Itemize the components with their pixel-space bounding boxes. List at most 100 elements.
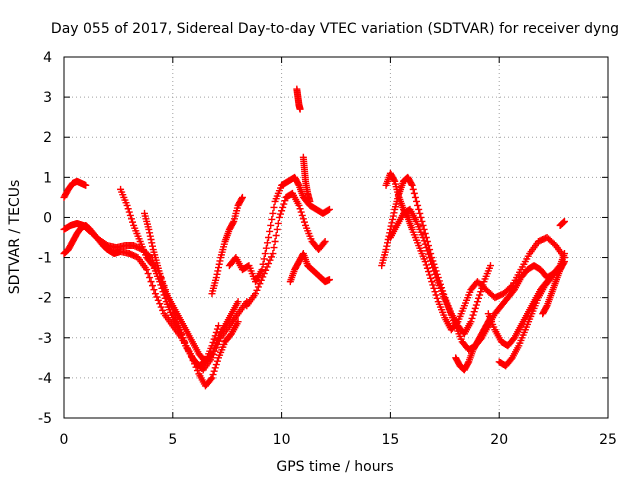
y-tick-label: -5 — [38, 411, 52, 427]
data-point-plus — [475, 294, 483, 302]
data-point-plus — [428, 278, 436, 286]
data-point-plus — [124, 205, 132, 213]
data-point-plus — [473, 298, 481, 306]
data-point-plus — [266, 256, 274, 264]
data-point-plus — [257, 276, 265, 284]
data-point-plus — [274, 219, 282, 227]
data-point-plus — [266, 227, 274, 235]
data-point-plus — [407, 180, 415, 188]
data-point-plus — [146, 274, 154, 282]
data-point-plus — [477, 288, 485, 296]
data-points — [60, 85, 568, 390]
y-tick-label: 1 — [43, 170, 52, 186]
data-point-plus — [325, 276, 333, 284]
data-point-plus — [408, 181, 416, 189]
data-point-plus — [256, 280, 264, 288]
data-point-plus — [148, 282, 156, 290]
x-tick-label: 15 — [381, 432, 399, 448]
data-point-plus — [390, 209, 398, 217]
data-point-plus — [253, 286, 261, 294]
data-point-plus — [486, 262, 494, 270]
data-point-plus — [278, 207, 286, 215]
data-point-plus — [428, 260, 436, 268]
data-point-plus — [271, 238, 279, 246]
data-point-plus — [270, 244, 278, 252]
data-point-plus — [213, 270, 221, 278]
data-point-plus — [207, 351, 215, 359]
data-point-plus — [154, 296, 162, 304]
data-point-plus — [423, 247, 431, 255]
data-point-plus — [126, 211, 134, 219]
x-axis-label: GPS time / hours — [276, 459, 393, 475]
data-point-plus — [421, 240, 429, 248]
y-axis-label: SDTVAR / TECUs — [7, 180, 23, 295]
data-point-plus — [209, 371, 217, 379]
data-point-plus — [254, 283, 262, 291]
data-point-plus — [295, 201, 303, 209]
data-point-plus — [560, 258, 568, 266]
data-point-plus — [389, 212, 397, 220]
y-tick-label: -2 — [38, 291, 52, 307]
data-point-plus — [261, 250, 269, 258]
data-point-plus — [320, 239, 328, 247]
data-point-plus — [427, 257, 435, 265]
data-point-plus — [147, 278, 155, 286]
data-point-plus — [277, 210, 285, 218]
data-point-plus — [325, 205, 333, 213]
data-point-plus — [275, 213, 283, 221]
data-point-plus — [123, 201, 131, 209]
data-point-plus — [214, 322, 222, 330]
data-point-plus — [260, 270, 268, 278]
data-point-plus — [410, 189, 418, 197]
data-point-plus — [260, 255, 268, 263]
x-tick-label: 5 — [168, 432, 177, 448]
grid — [64, 57, 608, 418]
data-point-plus — [215, 260, 223, 268]
data-point-plus — [129, 218, 137, 226]
data-point-plus — [210, 367, 218, 375]
data-point-plus — [269, 209, 277, 217]
data-point-plus — [424, 250, 432, 258]
data-point-plus — [469, 311, 477, 319]
data-point-plus — [269, 250, 277, 258]
data-point-plus — [467, 318, 475, 326]
data-point-plus — [263, 263, 271, 271]
data-point-plus — [207, 375, 215, 383]
data-point-plus — [298, 211, 306, 219]
data-point-plus — [476, 291, 484, 299]
data-point-plus — [419, 221, 427, 229]
data-point-plus — [267, 253, 275, 261]
data-point-plus — [268, 215, 276, 223]
data-point-plus — [421, 229, 429, 237]
data-point-plus — [148, 260, 156, 268]
data-point-plus — [234, 298, 242, 306]
data-point-plus — [216, 257, 224, 265]
data-point-plus — [259, 273, 267, 281]
y-tick-label: 4 — [43, 50, 52, 66]
data-point-plus — [147, 236, 155, 244]
data-point-plus — [280, 200, 288, 208]
data-point-plus — [430, 284, 438, 292]
y-tick-label: 0 — [43, 210, 52, 226]
data-point-plus — [429, 281, 437, 289]
data-point-plus — [389, 215, 397, 223]
data-point-plus — [429, 264, 437, 272]
data-point-plus — [125, 208, 133, 216]
data-point-plus — [542, 303, 550, 311]
data-point-plus — [238, 195, 246, 203]
data-point-plus — [560, 250, 568, 258]
data-point-plus — [560, 217, 568, 225]
data-point-plus — [383, 242, 391, 250]
y-tick-label: 3 — [43, 90, 52, 106]
data-point-plus — [150, 286, 158, 294]
data-point-plus — [472, 301, 480, 309]
y-tick-label: -3 — [38, 331, 52, 347]
data-point-plus — [267, 221, 275, 229]
data-point-plus — [146, 232, 154, 240]
tick-marks — [63, 56, 609, 419]
x-tick-label: 0 — [60, 432, 69, 448]
data-point-plus — [151, 290, 159, 298]
data-point-plus — [213, 357, 221, 365]
data-point-plus — [415, 205, 423, 213]
data-point-plus — [262, 266, 270, 274]
